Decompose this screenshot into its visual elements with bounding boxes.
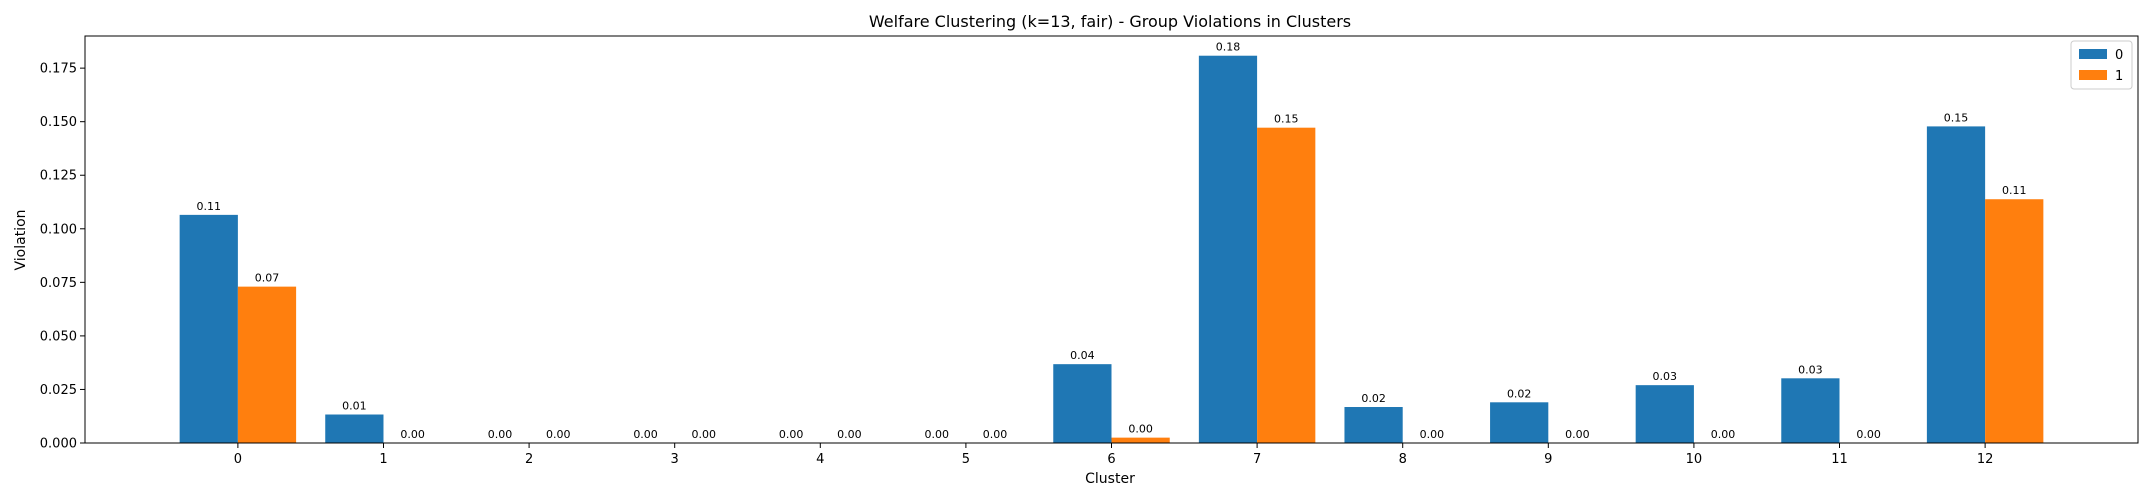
data-label-series-1-cluster-8: 0.00 [1420, 428, 1445, 441]
y-tick-label: 0.000 [40, 437, 77, 452]
bar-series-1-cluster-12 [1985, 199, 2044, 443]
legend-label-0: 0 [2115, 48, 2123, 63]
bar-series-0-cluster-10 [1635, 385, 1694, 443]
data-label-series-0-cluster-0: 0.11 [197, 200, 222, 213]
data-label-series-1-cluster-12: 0.11 [2002, 184, 2027, 197]
y-tick-label: 0.100 [40, 222, 77, 237]
legend-label-1: 1 [2115, 69, 2123, 84]
data-label-series-1-cluster-7: 0.15 [1274, 113, 1299, 126]
data-label-series-0-cluster-6: 0.04 [1070, 349, 1095, 362]
data-label-series-0-cluster-1: 0.01 [342, 400, 367, 413]
y-tick-label: 0.050 [40, 329, 77, 344]
bar-series-0-cluster-7 [1198, 55, 1258, 444]
x-tick-label: 9 [1544, 452, 1552, 467]
data-label-series-1-cluster-5: 0.00 [983, 428, 1008, 441]
bar-series-1-cluster-7 [1257, 127, 1316, 444]
data-label-series-1-cluster-2: 0.00 [546, 428, 571, 441]
x-tick-label: 5 [962, 452, 970, 467]
data-label-series-0-cluster-2: 0.00 [488, 428, 513, 441]
data-label-series-0-cluster-3: 0.00 [633, 428, 658, 441]
data-label-series-1-cluster-6: 0.00 [1128, 423, 1153, 436]
x-tick-label: 2 [525, 452, 533, 467]
chart-title: Welfare Clustering (k=13, fair) - Group … [869, 12, 1351, 31]
data-label-series-1-cluster-11: 0.00 [1856, 428, 1881, 441]
data-label-series-0-cluster-11: 0.03 [1798, 363, 1823, 376]
x-tick-label: 8 [1399, 452, 1407, 467]
bar-series-1-cluster-0 [237, 286, 297, 443]
x-tick-label: 10 [1686, 452, 1703, 467]
x-tick-label: 12 [1977, 452, 1994, 467]
data-label-series-0-cluster-5: 0.00 [925, 428, 950, 441]
bar-series-0-cluster-6 [1053, 364, 1112, 443]
bar-series-0-cluster-11 [1781, 378, 1840, 443]
data-label-series-0-cluster-7: 0.18 [1216, 41, 1241, 54]
data-label-series-1-cluster-3: 0.00 [692, 428, 717, 441]
x-tick-label: 0 [234, 452, 242, 467]
y-tick-label: 0.025 [40, 383, 77, 398]
y-axis-label: Violation [13, 209, 29, 270]
data-label-series-0-cluster-8: 0.02 [1361, 392, 1386, 405]
x-tick-label: 3 [671, 452, 679, 467]
data-label-series-1-cluster-1: 0.00 [400, 428, 425, 441]
data-label-series-0-cluster-4: 0.00 [779, 428, 804, 441]
data-label-series-1-cluster-10: 0.00 [1711, 428, 1736, 441]
bar-series-1-cluster-6 [1111, 437, 1170, 443]
data-label-series-0-cluster-9: 0.02 [1507, 387, 1532, 400]
y-tick-label: 0.125 [40, 169, 77, 184]
bar-series-0-cluster-8 [1344, 407, 1403, 443]
bar-series-0-cluster-0 [179, 214, 238, 443]
legend: 01 [2070, 40, 2133, 90]
x-axis-label: Cluster [1085, 471, 1135, 487]
y-tick-label: 0.175 [40, 62, 77, 77]
legend-swatch-1 [2079, 70, 2107, 80]
y-tick-label: 0.075 [40, 276, 77, 291]
data-label-series-1-cluster-4: 0.00 [837, 428, 862, 441]
data-label-series-1-cluster-9: 0.00 [1565, 428, 1590, 441]
bar-series-0-cluster-12 [1926, 126, 1986, 444]
x-tick-label: 7 [1253, 452, 1261, 467]
x-tick-label: 11 [1831, 452, 1848, 467]
data-label-series-1-cluster-0: 0.07 [255, 272, 280, 285]
x-tick-label: 1 [379, 452, 387, 467]
legend-swatch-0 [2079, 49, 2107, 59]
plot-area: 0.11 0.01 0.00 0.00 0.00 0.00 0.04 0.18 0.02 0.02… [40, 35, 2139, 467]
bar-series-0-cluster-1 [325, 414, 384, 443]
data-label-series-0-cluster-10: 0.03 [1653, 370, 1678, 383]
x-tick-label: 4 [816, 452, 824, 467]
y-tick-label: 0.150 [40, 115, 77, 130]
data-label-series-0-cluster-12: 0.15 [1944, 111, 1969, 124]
bar-series-0-cluster-9 [1490, 402, 1549, 443]
x-tick-label: 6 [1107, 452, 1115, 467]
